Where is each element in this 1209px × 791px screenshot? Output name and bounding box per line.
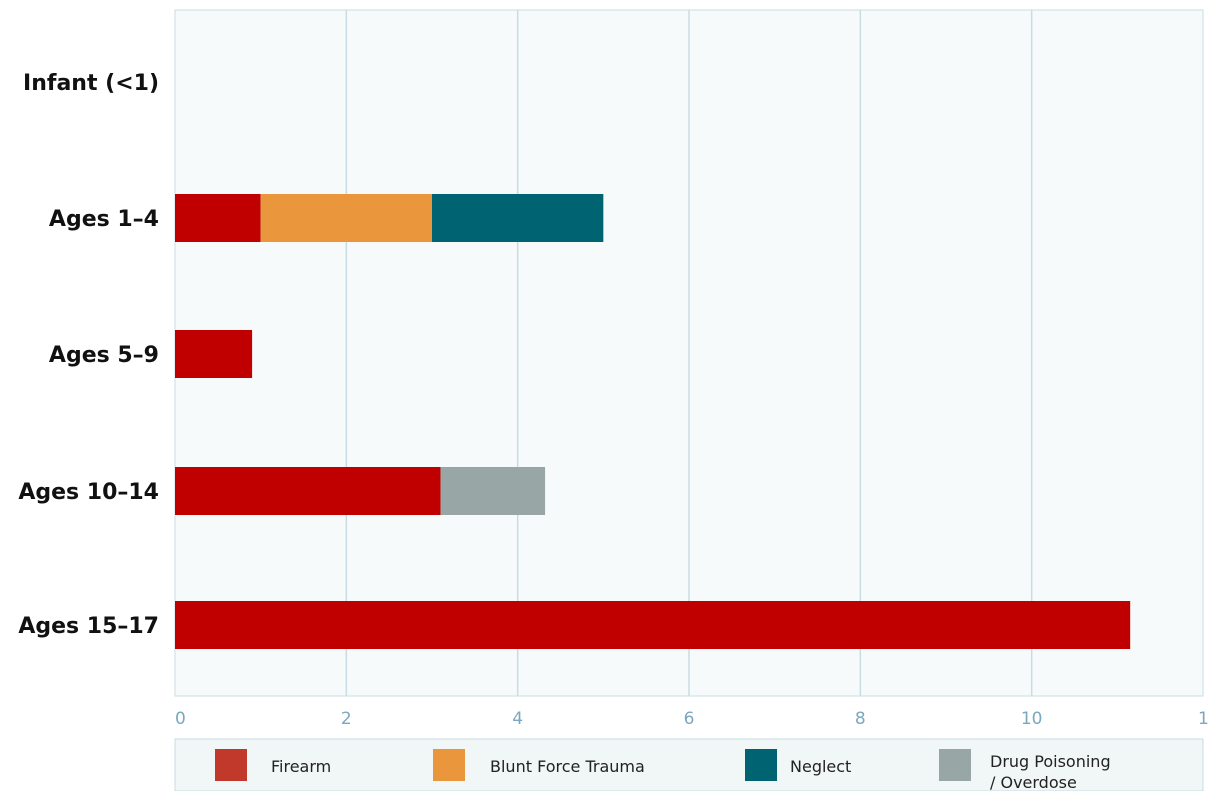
legend-swatch (939, 749, 971, 781)
bars (175, 194, 1131, 649)
category-label: Ages 5–9 (49, 343, 159, 368)
legend-swatch (745, 749, 777, 781)
bar-segment (440, 467, 546, 515)
x-tick-label: 2 (341, 709, 352, 729)
bar-segment (175, 467, 441, 515)
legend-label: Neglect (790, 757, 851, 776)
bar-segment (175, 330, 253, 378)
legend-label: Drug Poisoning (990, 752, 1111, 771)
category-labels: Infant (<1) Ages 1–4 Ages 5–9 Ages 10–14 Age… (18, 71, 159, 639)
legend-label: Firearm (271, 757, 331, 776)
x-tick-label: 6 (684, 709, 695, 729)
bar-segment (175, 601, 1131, 649)
category-label: Ages 15–17 (18, 614, 159, 639)
x-tick-labels: 0 2 4 6 8 10 12 (175, 709, 1209, 729)
category-label: Infant (<1) (23, 71, 159, 96)
x-tick-label: 8 (855, 709, 866, 729)
legend-label: Blunt Force Trauma (490, 757, 645, 776)
bar-segment (175, 194, 261, 242)
legend-label: / Overdose (990, 773, 1077, 791)
legend: Firearm Blunt Force Trauma Neglect Drug Poi… (174, 738, 1204, 791)
x-tick-label: 4 (512, 709, 523, 729)
legend-swatch (215, 749, 247, 781)
category-label: Ages 1–4 (49, 207, 159, 232)
grid-lines (345, 10, 1033, 696)
x-tick-label: 0 (175, 709, 186, 729)
bar-segment (260, 194, 432, 242)
legend-swatch (433, 749, 465, 781)
bar-segment (432, 194, 604, 242)
x-tick-label: 10 (1021, 709, 1043, 729)
legend-background (174, 738, 1204, 791)
category-label: Ages 10–14 (18, 480, 159, 505)
x-tick-label: 12 (1198, 709, 1209, 729)
